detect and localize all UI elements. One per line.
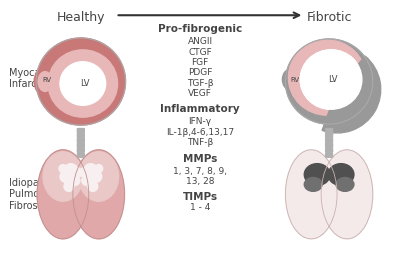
Ellipse shape [328, 164, 354, 185]
Circle shape [84, 164, 98, 178]
FancyBboxPatch shape [326, 153, 332, 157]
Text: RV: RV [291, 77, 300, 83]
Ellipse shape [73, 150, 124, 239]
FancyBboxPatch shape [77, 143, 84, 147]
Text: Idiopathic
Pulmonary
Fibrosis: Idiopathic Pulmonary Fibrosis [9, 178, 62, 211]
Ellipse shape [304, 178, 322, 191]
FancyBboxPatch shape [77, 134, 84, 138]
Ellipse shape [43, 152, 83, 201]
FancyBboxPatch shape [77, 148, 84, 152]
Text: TGF-β: TGF-β [187, 79, 213, 88]
Text: LV: LV [80, 79, 90, 88]
Text: Fibrotic: Fibrotic [306, 11, 352, 24]
Text: CTGF: CTGF [188, 48, 212, 57]
Circle shape [72, 168, 82, 178]
Circle shape [60, 171, 72, 183]
FancyBboxPatch shape [77, 129, 84, 133]
Circle shape [70, 175, 80, 185]
Text: RV: RV [42, 77, 52, 83]
Ellipse shape [336, 178, 354, 191]
Circle shape [59, 165, 67, 173]
Circle shape [90, 171, 102, 183]
Ellipse shape [286, 150, 337, 239]
FancyBboxPatch shape [326, 129, 332, 133]
Ellipse shape [36, 38, 126, 125]
Text: VEGF: VEGF [188, 89, 212, 98]
Ellipse shape [288, 40, 366, 115]
Text: MMPs: MMPs [183, 154, 217, 164]
Ellipse shape [300, 50, 362, 109]
FancyBboxPatch shape [77, 138, 84, 142]
Ellipse shape [321, 150, 373, 239]
Ellipse shape [60, 62, 106, 105]
Ellipse shape [37, 150, 89, 239]
Text: 1 - 4: 1 - 4 [190, 203, 210, 212]
Ellipse shape [34, 69, 52, 94]
Circle shape [64, 164, 78, 178]
Text: Inflammatory: Inflammatory [160, 104, 240, 114]
Text: TNF-β: TNF-β [187, 138, 213, 147]
Text: 1, 3, 7, 8, 9,: 1, 3, 7, 8, 9, [173, 166, 227, 176]
FancyBboxPatch shape [326, 134, 332, 138]
Ellipse shape [300, 50, 362, 109]
FancyBboxPatch shape [326, 143, 332, 147]
Circle shape [95, 165, 103, 173]
Text: LV: LV [328, 75, 338, 84]
Circle shape [80, 168, 90, 178]
Ellipse shape [38, 72, 52, 92]
Text: Healthy: Healthy [56, 11, 105, 24]
Ellipse shape [286, 39, 373, 124]
Circle shape [88, 181, 98, 191]
FancyBboxPatch shape [326, 138, 332, 142]
Text: Myocardial
Infarction: Myocardial Infarction [9, 68, 62, 89]
Text: PDGF: PDGF [188, 68, 212, 77]
FancyBboxPatch shape [77, 153, 84, 157]
Ellipse shape [282, 70, 296, 89]
Text: FGF: FGF [191, 58, 209, 67]
Text: Pro-fibrogenic: Pro-fibrogenic [158, 24, 242, 34]
FancyBboxPatch shape [326, 148, 332, 152]
Circle shape [82, 175, 92, 185]
Text: ANGII: ANGII [188, 37, 212, 46]
Text: TIMPs: TIMPs [182, 192, 218, 202]
Text: 13, 28: 13, 28 [186, 177, 214, 186]
Text: IFN-γ: IFN-γ [188, 117, 212, 126]
Ellipse shape [48, 50, 118, 117]
Text: IL-1β,4-6,13,17: IL-1β,4-6,13,17 [166, 128, 234, 136]
Wedge shape [322, 56, 381, 133]
Ellipse shape [79, 152, 118, 201]
Circle shape [64, 181, 74, 191]
Ellipse shape [304, 164, 330, 185]
